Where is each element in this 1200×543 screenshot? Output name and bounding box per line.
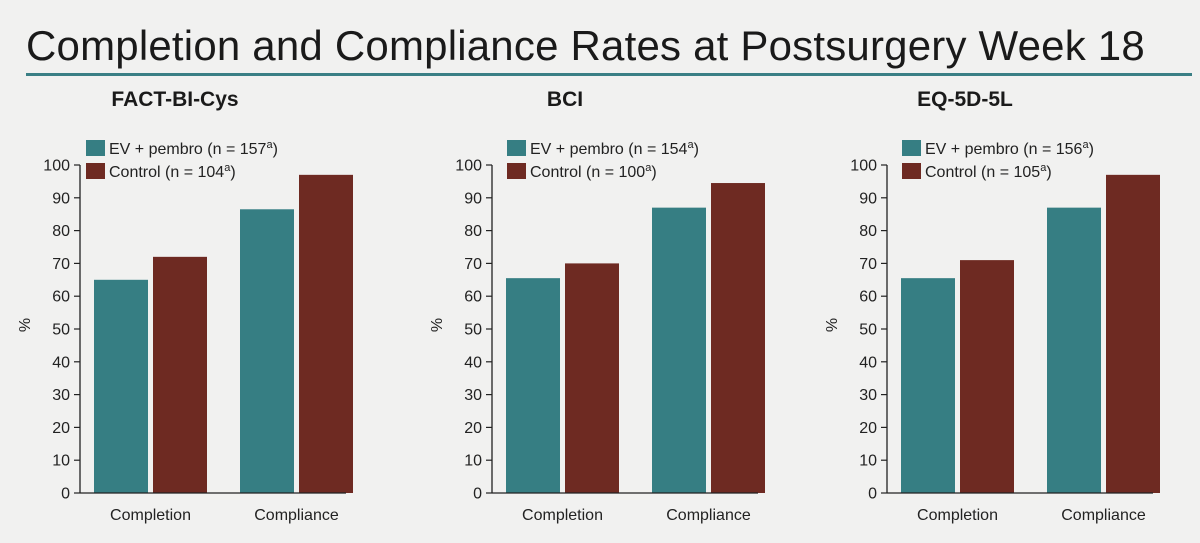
legend-swatch	[507, 140, 526, 156]
slide-title: Completion and Compliance Rates at Posts…	[26, 22, 1145, 69]
y-tick-label: 90	[464, 190, 482, 207]
legend-swatch	[902, 140, 921, 156]
y-tick-label: 90	[859, 190, 877, 207]
y-tick-label: 40	[464, 354, 482, 371]
title-divider	[26, 73, 1192, 76]
y-tick-label: 60	[859, 289, 877, 306]
y-tick-label: 60	[52, 289, 70, 306]
bar-compliance-ev-pembro	[652, 207, 706, 493]
y-tick-label: 40	[859, 354, 877, 371]
legend-swatch	[507, 163, 526, 179]
bar-completion-ev-pembro	[94, 279, 148, 493]
bar-compliance-control	[711, 183, 765, 494]
chart-title: BCI	[547, 88, 583, 111]
y-tick-label: 100	[455, 158, 482, 175]
legend-label: EV + pembro (n = 157a)	[109, 139, 278, 158]
y-tick-label: 30	[859, 387, 877, 404]
chart-panel-3: EQ-5D-5L EV + pembro (n = 156a) Control (n…	[824, 88, 1160, 524]
x-tick-label: Compliance	[666, 507, 751, 524]
y-tick-label: 0	[473, 486, 482, 503]
y-tick-label: 20	[464, 420, 482, 437]
y-tick-label: 0	[61, 486, 70, 503]
y-tick-label: 10	[464, 453, 482, 470]
x-tick-label: Compliance	[254, 507, 339, 524]
y-axis-label: %	[429, 318, 446, 332]
bar-compliance-control	[1106, 174, 1160, 493]
y-tick-label: 20	[52, 420, 70, 437]
y-tick-label: 50	[859, 322, 877, 339]
y-tick-label: 30	[52, 387, 70, 404]
y-tick-label: 0	[868, 486, 877, 503]
legend-swatch	[902, 163, 921, 179]
chart-title: EQ-5D-5L	[917, 88, 1013, 111]
chart-panel-2: BCI EV + pembro (n = 154a) Control (n = 10…	[429, 88, 765, 524]
y-tick-label: 10	[52, 453, 70, 470]
y-tick-label: 100	[43, 158, 70, 175]
y-tick-label: 20	[859, 420, 877, 437]
bar-completion-ev-pembro	[901, 278, 955, 493]
y-tick-label: 80	[52, 223, 70, 240]
chart-panel-1: FACT-BI-Cys EV + pembro (n = 157a) Control…	[17, 88, 353, 524]
y-tick-label: 70	[464, 256, 482, 273]
x-tick-label: Compliance	[1061, 507, 1146, 524]
y-tick-label: 80	[464, 223, 482, 240]
legend-label: Control (n = 105a)	[925, 162, 1052, 181]
y-tick-label: 90	[52, 190, 70, 207]
bar-completion-ev-pembro	[506, 278, 560, 493]
legend-swatch	[86, 140, 105, 156]
y-tick-label: 70	[859, 256, 877, 273]
y-tick-label: 10	[859, 453, 877, 470]
y-tick-label: 70	[52, 256, 70, 273]
legend-label: EV + pembro (n = 154a)	[530, 139, 699, 158]
legend-label: EV + pembro (n = 156a)	[925, 139, 1094, 158]
y-tick-label: 40	[52, 354, 70, 371]
bar-compliance-ev-pembro	[240, 209, 294, 493]
x-tick-label: Completion	[917, 507, 998, 524]
legend-swatch	[86, 163, 105, 179]
bar-compliance-control	[299, 174, 353, 493]
y-tick-label: 50	[52, 322, 70, 339]
bar-completion-control	[565, 263, 619, 493]
y-tick-label: 60	[464, 289, 482, 306]
y-tick-label: 50	[464, 322, 482, 339]
y-tick-label: 30	[464, 387, 482, 404]
bar-completion-control	[960, 260, 1014, 493]
chart-title: FACT-BI-Cys	[111, 88, 238, 111]
bar-compliance-ev-pembro	[1047, 207, 1101, 493]
bar-completion-control	[153, 256, 207, 493]
x-tick-label: Completion	[522, 507, 603, 524]
y-axis-label: %	[824, 318, 841, 332]
y-tick-label: 100	[850, 158, 877, 175]
x-tick-label: Completion	[110, 507, 191, 524]
y-tick-label: 80	[859, 223, 877, 240]
legend-label: Control (n = 104a)	[109, 162, 236, 181]
y-axis-label: %	[17, 318, 34, 332]
legend-label: Control (n = 100a)	[530, 162, 657, 181]
